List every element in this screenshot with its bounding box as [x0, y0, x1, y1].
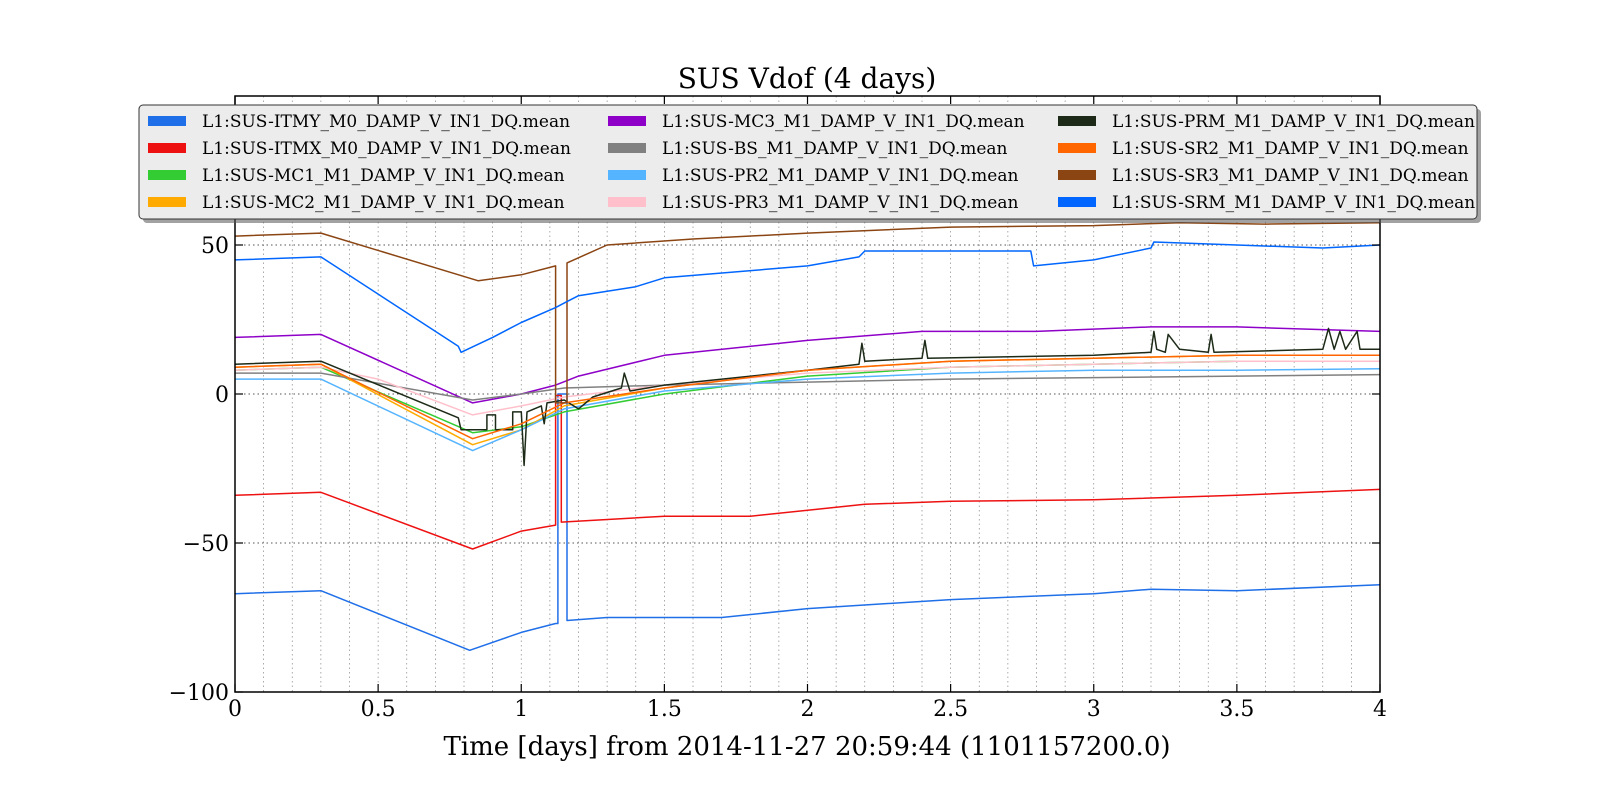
- legend-label: L1:SUS-PRM_M1_DAMP_V_IN1_DQ.mean: [1112, 112, 1475, 132]
- x-tick-label: 0.5: [361, 697, 396, 722]
- y-tick-label: 0: [215, 383, 229, 408]
- y-tick-label: 50: [201, 234, 229, 259]
- series-line-1: [235, 393, 1380, 652]
- series-line-2: [235, 394, 1380, 550]
- x-tick-label: 2: [801, 697, 815, 722]
- y-tick-label: −100: [169, 681, 229, 706]
- legend-swatch: [148, 143, 186, 153]
- axis-ticks: 0 0.5 1 1.5 2 2.5 3 3.5 4 −100 −50 0 50: [169, 96, 1387, 722]
- legend-swatch: [1058, 170, 1096, 180]
- legend-swatch: [608, 116, 646, 126]
- series-lines: [235, 221, 1380, 652]
- legend-label: L1:SUS-SR2_M1_DAMP_V_IN1_DQ.mean: [1112, 139, 1469, 159]
- x-tick-label: 0: [228, 697, 242, 722]
- x-tick-label: 3.5: [1219, 697, 1254, 722]
- legend: L1:SUS-ITMY_M0_DAMP_V_IN1_DQ.mean L1:SUS-…: [138, 104, 1481, 223]
- legend-label: L1:SUS-ITMX_M0_DAMP_V_IN1_DQ.mean: [202, 139, 571, 159]
- x-tick-label: 4: [1373, 697, 1387, 722]
- chart-title: SUS Vdof (4 days): [678, 62, 937, 95]
- series-line-7: [235, 367, 1380, 452]
- series-line-8: [235, 360, 1380, 416]
- x-tick-label: 3: [1087, 697, 1101, 722]
- series-line-9: [235, 327, 1380, 467]
- series-line-10: [235, 354, 1380, 440]
- legend-swatch: [608, 170, 646, 180]
- legend-label: L1:SUS-SR3_M1_DAMP_V_IN1_DQ.mean: [1112, 166, 1469, 186]
- x-tick-label: 1: [514, 697, 528, 722]
- legend-label: L1:SUS-PR3_M1_DAMP_V_IN1_DQ.mean: [662, 193, 1018, 213]
- legend-label: L1:SUS-MC1_M1_DAMP_V_IN1_DQ.mean: [202, 166, 565, 186]
- legend-swatch: [1058, 116, 1096, 126]
- series-line-5: [235, 326, 1380, 404]
- legend-label: L1:SUS-MC3_M1_DAMP_V_IN1_DQ.mean: [662, 112, 1025, 132]
- y-tick-label: −50: [183, 532, 229, 557]
- x-axis-label: Time [days] from 2014-11-27 20:59:44 (11…: [443, 732, 1170, 762]
- legend-box: [138, 104, 1478, 220]
- legend-label: L1:SUS-SRM_M1_DAMP_V_IN1_DQ.mean: [1112, 193, 1475, 213]
- x-tick-label: 1.5: [647, 697, 682, 722]
- legend-swatch: [148, 116, 186, 126]
- legend-swatch: [148, 170, 186, 180]
- legend-swatch: [608, 197, 646, 207]
- legend-swatch: [148, 197, 186, 207]
- series-line-11: [235, 221, 1380, 404]
- legend-label: L1:SUS-BS_M1_DAMP_V_IN1_DQ.mean: [662, 139, 1008, 159]
- series-line-12: [235, 241, 1380, 354]
- legend-label: L1:SUS-MC2_M1_DAMP_V_IN1_DQ.mean: [202, 193, 565, 213]
- legend-swatch: [608, 143, 646, 153]
- legend-label: L1:SUS-PR2_M1_DAMP_V_IN1_DQ.mean: [662, 166, 1018, 186]
- x-tick-label: 2.5: [933, 697, 968, 722]
- legend-swatch: [1058, 197, 1096, 207]
- legend-swatch: [1058, 143, 1096, 153]
- legend-label: L1:SUS-ITMY_M0_DAMP_V_IN1_DQ.mean: [202, 112, 570, 132]
